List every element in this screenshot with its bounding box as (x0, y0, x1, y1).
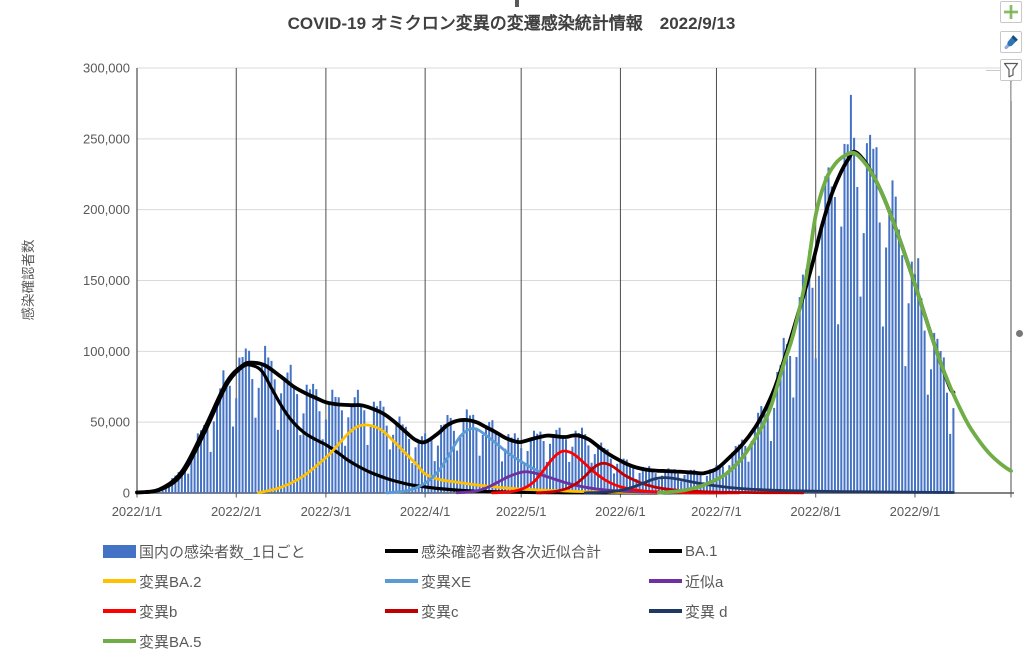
y-tick-label: 300,000 (83, 61, 130, 76)
legend-item-variant-d[interactable]: 変異 d (649, 601, 728, 622)
line-swatch-icon (385, 549, 418, 553)
legend-item-ba1[interactable]: BA.1 (649, 543, 728, 560)
legend-label: 国内の感染者数_1日ごと (139, 543, 306, 561)
legend-label: 変異XE (421, 573, 472, 591)
x-tick-label: 2022/1/1 (112, 504, 163, 519)
x-tick-label: 2022/4/1 (400, 504, 451, 519)
paintbrush-icon (1004, 35, 1018, 50)
legend-label: 変異c (421, 603, 459, 621)
legend-item-ba5[interactable]: 変異BA.5 (103, 631, 385, 652)
legend-item-ba2[interactable]: 変異BA.2 (103, 571, 385, 592)
chart-border-line (986, 70, 1000, 71)
chart-title[interactable]: COVID-19 オミクロン変異の変遷感染統計情報 2022/9/13 (287, 14, 736, 33)
line-swatch-icon (649, 549, 682, 553)
y-tick-label: 100,000 (83, 344, 130, 359)
x-tick-label: 2022/7/1 (691, 504, 742, 519)
line-swatch-icon (103, 609, 136, 613)
x-axis-tick-labels[interactable]: 2022/1/1 2022/2/1 2022/3/1 2022/4/1 2022/5/1… (112, 504, 941, 519)
y-tick-label: 250,000 (83, 131, 130, 146)
daily-cases-bars[interactable] (136, 94, 955, 494)
legend-label: 変異BA.5 (139, 633, 202, 651)
legend-item-total-fit[interactable]: 感染確認者数各次近似合計 (385, 541, 649, 562)
legend-item-variant-b[interactable]: 変異b (103, 601, 385, 622)
x-tick-label: 2022/9/1 (890, 504, 941, 519)
legend-item-xe[interactable]: 変異XE (385, 571, 649, 592)
chart-selection-handle-top[interactable] (515, 0, 519, 7)
legend-item-variant-c[interactable]: 変異c (385, 601, 649, 622)
legend-item-approx-a[interactable]: 近似a (649, 571, 728, 592)
series-line-variant-c[interactable] (535, 461, 805, 495)
horizontal-gridlines (137, 67, 1011, 494)
x-tick-label: 2022/8/1 (790, 504, 841, 519)
line-swatch-icon (385, 609, 418, 613)
funnel-icon (1003, 62, 1019, 78)
legend-label: BA.1 (685, 542, 718, 560)
chart-selection-handle-right[interactable] (1016, 330, 1023, 337)
chart-filters-button[interactable] (1000, 59, 1022, 81)
series-line-ba5[interactable] (656, 150, 1013, 495)
y-tick-label: 0 (123, 486, 130, 501)
series-line-total-fit[interactable] (135, 149, 956, 495)
x-tick-label: 2022/2/1 (211, 504, 262, 519)
y-tick-label: 200,000 (83, 202, 130, 217)
x-tick-label: 2022/3/1 (301, 504, 352, 519)
chart-styles-button[interactable] (1000, 31, 1022, 53)
line-swatch-icon (103, 579, 136, 583)
line-swatch-icon (385, 579, 418, 583)
x-tick-label: 2022/5/1 (496, 504, 547, 519)
line-swatch-icon (649, 609, 682, 613)
legend-item-daily-cases[interactable]: 国内の感染者数_1日ごと (103, 541, 385, 562)
legend-label: 感染確認者数各次近似合計 (421, 543, 602, 561)
y-tick-label: 50,000 (90, 415, 130, 430)
chart-elements-button[interactable] (1000, 1, 1022, 23)
y-tick-label: 150,000 (83, 273, 130, 288)
legend-label: 近似a (685, 573, 724, 591)
x-tick-label: 2022/6/1 (595, 504, 646, 519)
plus-icon (1004, 5, 1018, 19)
y-axis-tick-labels[interactable]: 0 50,000 100,000 150,000 200,000 250,000 300,0… (83, 61, 130, 501)
chart-legend: 国内の感染者数_1日ごと 感染確認者数各次近似合計 BA.1 変異BA.2 変異… (103, 536, 728, 656)
legend-label: 変異b (139, 603, 178, 621)
y-axis-title[interactable]: 感染確認者数 (21, 239, 36, 321)
chart-border-line (1011, 82, 1012, 101)
series-line-variant-d[interactable] (583, 476, 955, 495)
line-swatch-icon (103, 639, 136, 643)
series-line-ba1[interactable] (135, 363, 719, 495)
legend-label: 変異BA.2 (139, 573, 202, 591)
line-swatch-icon (649, 579, 682, 583)
bar-swatch-icon (103, 544, 136, 558)
legend-label: 変異 d (685, 603, 728, 621)
